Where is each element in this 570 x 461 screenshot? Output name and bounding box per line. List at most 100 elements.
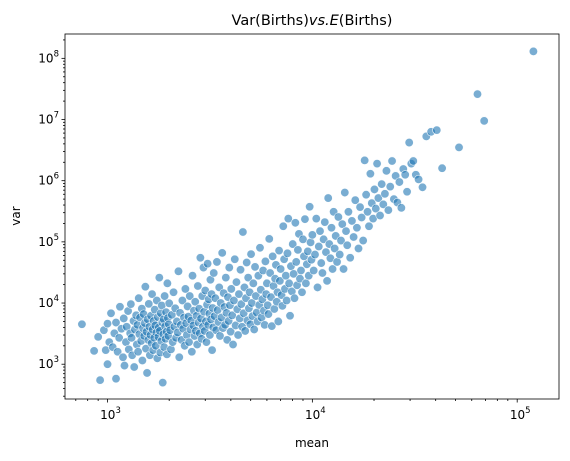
x-tick-label: 105 bbox=[510, 406, 531, 422]
data-point bbox=[386, 182, 394, 190]
data-point bbox=[261, 257, 269, 265]
data-point bbox=[251, 263, 259, 271]
data-point bbox=[370, 185, 378, 193]
data-point bbox=[222, 273, 230, 281]
data-point bbox=[354, 244, 362, 252]
data-point bbox=[405, 138, 413, 146]
data-point bbox=[302, 279, 310, 287]
data-point bbox=[395, 178, 403, 186]
data-point bbox=[163, 279, 171, 287]
data-point bbox=[381, 190, 389, 198]
data-point bbox=[363, 208, 371, 216]
data-point bbox=[247, 250, 255, 258]
data-point bbox=[127, 300, 135, 308]
data-point bbox=[188, 271, 196, 279]
data-point bbox=[188, 348, 196, 356]
data-point bbox=[316, 227, 324, 235]
data-point bbox=[210, 269, 218, 277]
data-point bbox=[283, 249, 291, 257]
data-point bbox=[409, 157, 417, 165]
data-point bbox=[107, 309, 115, 317]
data-point bbox=[279, 222, 287, 230]
x-axis-label: mean bbox=[295, 436, 329, 450]
data-point bbox=[339, 265, 347, 273]
data-point bbox=[116, 303, 124, 311]
y-axis-label: var bbox=[9, 206, 23, 225]
data-point bbox=[169, 288, 177, 296]
data-point bbox=[203, 259, 211, 267]
data-point bbox=[309, 266, 317, 274]
data-point bbox=[362, 191, 370, 199]
data-point bbox=[455, 143, 463, 151]
data-point bbox=[282, 296, 290, 304]
data-point bbox=[311, 250, 319, 258]
data-point bbox=[194, 282, 202, 290]
data-point bbox=[382, 167, 390, 175]
data-point bbox=[324, 194, 332, 202]
data-point bbox=[78, 320, 86, 328]
ticks-layer: 103 104 105 103 104 105 106 107 108 bbox=[38, 40, 530, 422]
data-point bbox=[438, 164, 446, 172]
y-tick-label: 104 bbox=[38, 294, 59, 310]
data-point bbox=[196, 254, 204, 262]
x-tick-label: 104 bbox=[305, 406, 326, 422]
data-point bbox=[294, 246, 302, 254]
data-point bbox=[384, 206, 392, 214]
data-point bbox=[239, 228, 247, 236]
data-point bbox=[327, 224, 335, 232]
data-point bbox=[317, 259, 325, 267]
data-point bbox=[365, 222, 373, 230]
data-point bbox=[232, 278, 240, 286]
data-point bbox=[336, 250, 344, 258]
data-point bbox=[141, 283, 149, 291]
data-point bbox=[480, 117, 488, 125]
data-point bbox=[218, 249, 226, 257]
data-point bbox=[343, 241, 351, 249]
data-point bbox=[119, 353, 127, 361]
data-point bbox=[291, 219, 299, 227]
data-point bbox=[175, 353, 183, 361]
data-point bbox=[155, 273, 163, 281]
data-point bbox=[356, 203, 364, 211]
data-point bbox=[305, 203, 313, 211]
data-point bbox=[308, 231, 316, 239]
points-layer bbox=[78, 47, 538, 387]
data-point bbox=[433, 126, 441, 134]
y-tick-label: 103 bbox=[38, 355, 59, 371]
data-point bbox=[112, 374, 120, 382]
data-point bbox=[388, 157, 396, 165]
data-point bbox=[143, 369, 151, 377]
data-point bbox=[285, 279, 293, 287]
data-point bbox=[377, 180, 385, 188]
data-point bbox=[376, 211, 384, 219]
data-point bbox=[473, 90, 481, 98]
data-point bbox=[323, 277, 331, 285]
data-point bbox=[225, 263, 233, 271]
data-point bbox=[344, 208, 352, 216]
data-point bbox=[94, 333, 102, 341]
data-point bbox=[346, 254, 354, 262]
data-point bbox=[342, 227, 350, 235]
data-point bbox=[120, 314, 128, 322]
data-point bbox=[274, 317, 282, 325]
y-tick-label: 106 bbox=[38, 172, 59, 188]
y-tick-label: 107 bbox=[38, 111, 59, 127]
data-point bbox=[130, 363, 138, 371]
data-point bbox=[306, 238, 314, 246]
data-point bbox=[256, 244, 264, 252]
data-point bbox=[174, 267, 182, 275]
data-point bbox=[160, 292, 168, 300]
data-point bbox=[96, 376, 104, 384]
data-point bbox=[290, 294, 298, 302]
data-point bbox=[134, 348, 142, 356]
y-tick-label: 105 bbox=[38, 233, 59, 249]
data-point bbox=[401, 171, 409, 179]
data-point bbox=[120, 361, 128, 369]
chart-title: Var(Births)vs.E(Births) bbox=[232, 13, 393, 29]
data-point bbox=[301, 215, 309, 223]
data-point bbox=[366, 170, 374, 178]
data-point bbox=[231, 255, 239, 263]
data-point bbox=[213, 258, 221, 266]
data-point bbox=[321, 218, 329, 226]
